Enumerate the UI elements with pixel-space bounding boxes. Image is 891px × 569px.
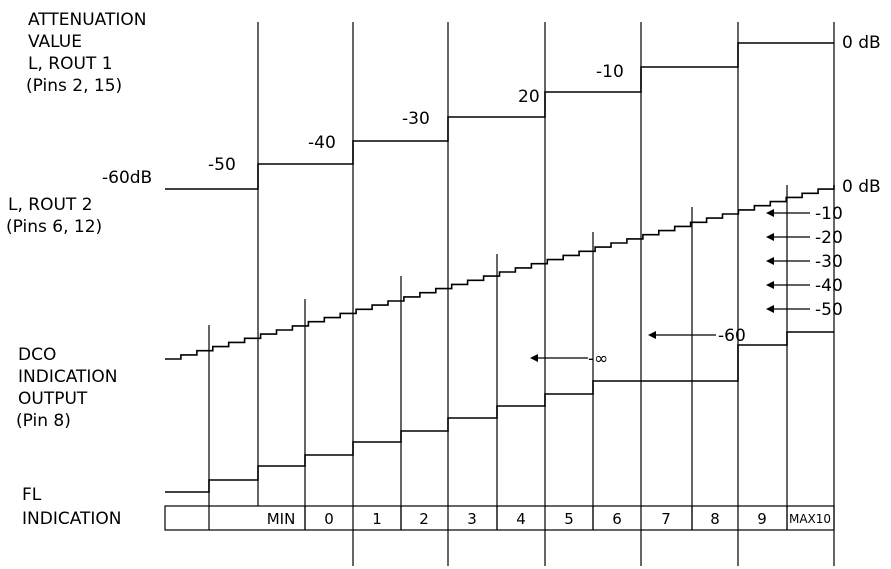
left-labels: ATTENUATION VALUE L, ROUT 1 (Pins 2, 15)… bbox=[6, 10, 147, 529]
major-dividers bbox=[257, 22, 835, 566]
rout2-label-2: (Pins 6, 12) bbox=[6, 217, 102, 237]
attenuation-label-2: VALUE bbox=[28, 32, 82, 52]
rout2-scale-label: -10 bbox=[815, 204, 843, 224]
rout1-step-label: 20 bbox=[518, 87, 540, 107]
fl-indication-bar: MIN 0 1 2 3 4 5 6 7 8 9 MAX10 bbox=[164, 505, 835, 531]
rout2-scale: 0 dB -10 -20 -30 -40 -50 -60 -∞ bbox=[530, 177, 881, 369]
dco-label-4: (Pin 8) bbox=[16, 411, 71, 431]
rout2-scale-label: -20 bbox=[815, 228, 843, 248]
fl-cell-label: 9 bbox=[757, 510, 767, 528]
attenuation-label-1: ATTENUATION bbox=[28, 10, 147, 30]
dco-label-2: INDICATION bbox=[18, 367, 118, 387]
rout1-step-label: -40 bbox=[308, 133, 336, 153]
dco-label-3: OUTPUT bbox=[18, 389, 88, 409]
rout1-step-label: -30 bbox=[402, 109, 430, 129]
fl-cell-label: 5 bbox=[564, 510, 574, 528]
arrow-left-icon bbox=[766, 257, 774, 265]
fl-cell-label: 0 bbox=[324, 510, 334, 528]
rout1-staircase bbox=[165, 42, 834, 190]
rout1-label-1: L, ROUT 1 bbox=[28, 54, 113, 74]
rout2-scale-label: 0 dB bbox=[842, 177, 881, 197]
fl-cell-label: 8 bbox=[710, 510, 720, 528]
dco-label-1: DCO bbox=[18, 345, 56, 365]
rout2-scale-label: -∞ bbox=[588, 349, 608, 369]
rout2-staircase bbox=[165, 185, 835, 360]
rout2-scale-label: -60 bbox=[718, 326, 746, 346]
arrow-left-icon bbox=[766, 233, 774, 241]
rout1-step-label: 0 dB bbox=[842, 33, 881, 53]
rout2-scale-label: -30 bbox=[815, 252, 843, 272]
fl-cell-label: 2 bbox=[419, 510, 429, 528]
rout2-scale-label: -40 bbox=[815, 276, 843, 296]
fl-cell-label: MIN bbox=[267, 510, 296, 528]
fl-label-2: INDICATION bbox=[22, 509, 122, 529]
arrow-left-icon bbox=[648, 331, 656, 339]
rout1-step-labels: -60dB -50 -40 -30 20 -10 0 dB bbox=[102, 33, 881, 188]
fl-cell-label: 4 bbox=[516, 510, 526, 528]
arrow-left-icon bbox=[530, 354, 538, 362]
fl-cell-label: 6 bbox=[612, 510, 622, 528]
arrow-left-icon bbox=[766, 281, 774, 289]
fl-cell-label: MAX10 bbox=[789, 512, 831, 526]
fl-bar-outline bbox=[164, 505, 835, 531]
fl-cell-label: 3 bbox=[467, 510, 477, 528]
fl-cell-label: 1 bbox=[372, 510, 382, 528]
fl-label-1: FL bbox=[22, 485, 42, 505]
rout1-step-label: -50 bbox=[208, 155, 236, 175]
rout2-label-1: L, ROUT 2 bbox=[8, 195, 93, 215]
arrow-left-icon bbox=[766, 305, 774, 313]
dco-staircase bbox=[165, 331, 834, 493]
rout1-step-label: -10 bbox=[596, 62, 624, 82]
rout1-step-label: -60dB bbox=[102, 168, 152, 188]
fl-cell-label: 7 bbox=[661, 510, 671, 528]
arrow-left-icon bbox=[766, 209, 774, 217]
minor-dividers bbox=[208, 185, 788, 530]
rout1-label-2: (Pins 2, 15) bbox=[26, 76, 122, 96]
rout2-scale-label: -50 bbox=[815, 300, 843, 320]
